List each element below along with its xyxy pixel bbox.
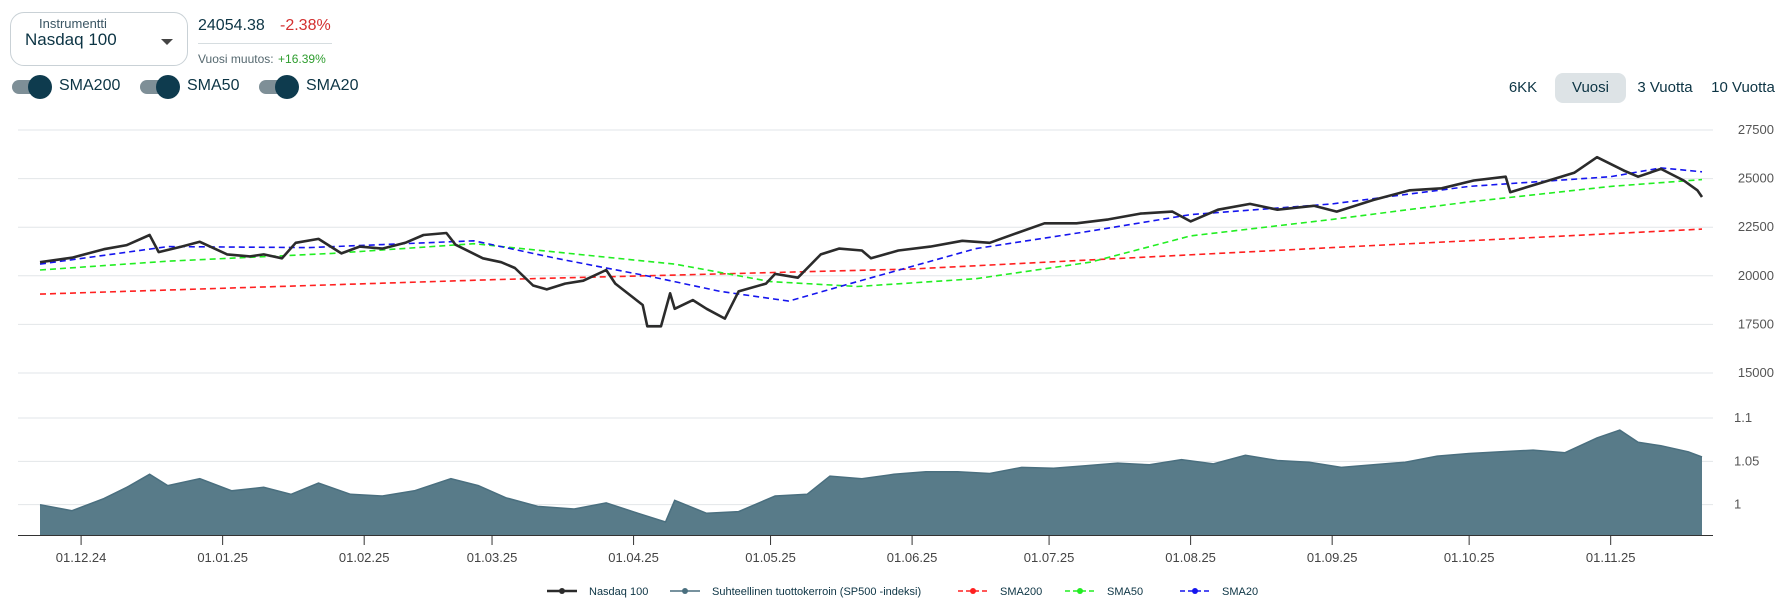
sma50-line: [39, 178, 1703, 288]
legend-marker: [682, 588, 688, 594]
y-tick-label: 20000: [1738, 268, 1774, 283]
legend-marker: [1192, 588, 1198, 594]
legend-marker: [970, 588, 976, 594]
legend-label: SMA200: [1000, 586, 1042, 598]
price-change: -2.38%: [280, 17, 331, 34]
x-tick-label: 01.02.25: [339, 550, 390, 565]
period-6kk[interactable]: 6KK: [1508, 79, 1538, 96]
x-tick-label: 01.10.25: [1444, 550, 1495, 565]
y-tick-label: 22500: [1738, 219, 1774, 234]
legend-marker: [1077, 588, 1083, 594]
relative-line: [39, 429, 1703, 523]
instrument-select-value: Nasdaq 100: [25, 30, 117, 49]
instrument-select[interactable]: Instrumentti Nasdaq 100: [10, 12, 188, 66]
toggle-label: SMA20: [306, 77, 359, 94]
instrument-select-label: Instrumentti: [35, 16, 111, 31]
toggle-knob: [156, 75, 180, 99]
x-tick-label: 01.04.25: [608, 550, 659, 565]
y2-tick-label: 1.05: [1734, 453, 1759, 468]
legend-label: Nasdaq 100: [589, 586, 648, 598]
toggle-label: SMA200: [59, 77, 121, 94]
y2-tick-label: 1.1: [1734, 410, 1752, 425]
year-change-label: Vuosi muutos:: [198, 52, 274, 66]
chevron-down-icon: [161, 39, 173, 45]
sma20-line: [39, 167, 1703, 302]
price-value: 24054.38: [198, 17, 265, 34]
legend-label: SMA20: [1222, 586, 1258, 598]
price-line: [39, 155, 1704, 328]
x-tick-label: 01.12.24: [56, 550, 107, 565]
x-tick-label: 01.09.25: [1307, 550, 1358, 565]
legend-label: SMA50: [1107, 586, 1143, 598]
relative-area: [40, 430, 1702, 535]
y-tick-label: 15000: [1738, 365, 1774, 380]
sma200-line: [39, 228, 1703, 295]
x-tick-label: 01.07.25: [1024, 550, 1075, 565]
y-tick-label: 25000: [1738, 171, 1774, 186]
x-tick-label: 01.11.25: [1586, 550, 1636, 565]
x-tick-label: 01.05.25: [745, 550, 796, 565]
legend-marker: [559, 588, 565, 594]
x-tick-label: 01.01.25: [197, 550, 248, 565]
period-10-vuotta[interactable]: 10 Vuotta: [1711, 79, 1775, 96]
period-selector: 6KK Vuosi 3 Vuotta 10 Vuotta: [0, 73, 1788, 103]
y2-tick-label: 1: [1734, 497, 1741, 512]
x-tick-label: 01.08.25: [1165, 550, 1216, 565]
period-vuosi[interactable]: Vuosi: [1555, 73, 1626, 103]
year-change-value: +16.39%: [278, 52, 326, 66]
period-3-vuotta[interactable]: 3 Vuotta: [1637, 79, 1693, 96]
x-tick-label: 01.03.25: [467, 550, 518, 565]
year-change: Vuosi muutos: +16.39%: [198, 43, 332, 68]
x-tick-label: 01.06.25: [887, 550, 938, 565]
y-tick-label: 27500: [1738, 122, 1774, 137]
toggle-label: SMA50: [187, 77, 240, 94]
toggle-knob: [28, 75, 52, 99]
y-tick-label: 17500: [1738, 316, 1774, 331]
legend-label: Suhteellinen tuottokerroin (SP500 -indek…: [712, 586, 921, 598]
toggle-knob: [275, 75, 299, 99]
